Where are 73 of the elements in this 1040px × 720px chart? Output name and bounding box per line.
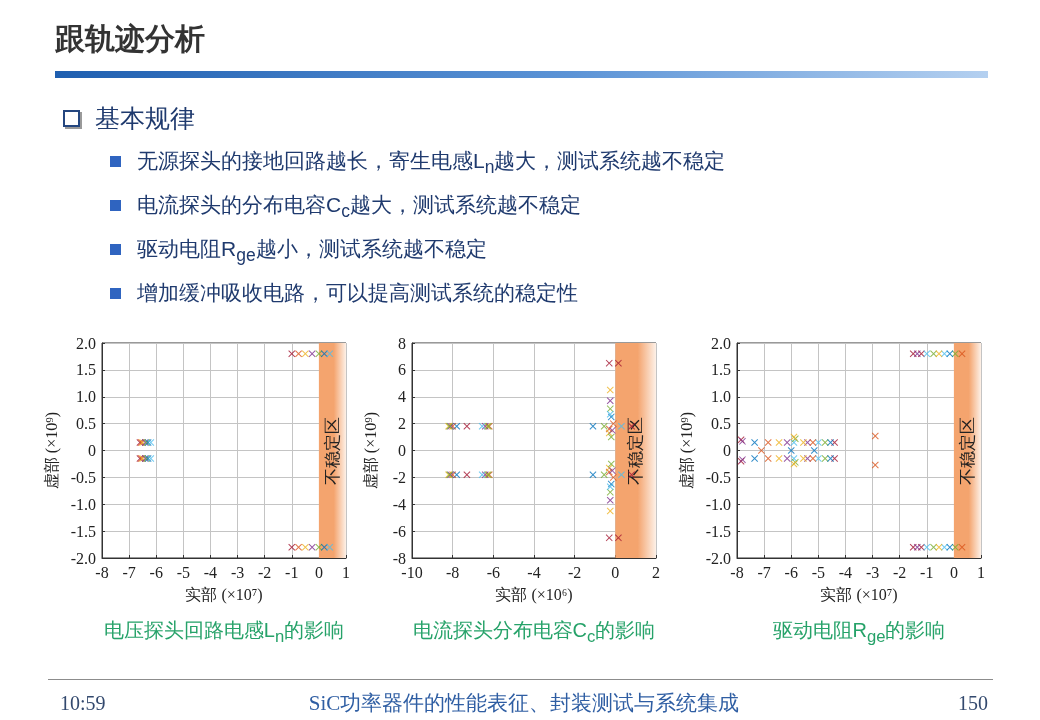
x-tick-label: -1 xyxy=(920,563,934,581)
y-tick-label: -1.5 xyxy=(705,522,731,540)
y-axis-title: 虚部 (×10⁹) xyxy=(678,411,697,490)
x-tick-label: 0 xyxy=(949,563,958,581)
x-tick-label: -8 xyxy=(730,563,744,581)
y-tick-label: 4 xyxy=(398,388,406,406)
band-label: 不稳定区 xyxy=(957,416,977,485)
x-tick-label: -1 xyxy=(285,563,299,581)
x-tick-label: -3 xyxy=(865,563,880,581)
y-tick-label: 6 xyxy=(398,361,406,379)
text: 150 xyxy=(958,691,988,716)
y-tick-label: 2 xyxy=(398,415,406,433)
y-tick-label: 1.5 xyxy=(711,361,731,379)
text: 10:59 xyxy=(60,691,106,716)
x-tick-label: -5 xyxy=(811,563,825,581)
x-tick-label: -2 xyxy=(568,563,582,581)
x-tick-label: -5 xyxy=(176,563,190,581)
y-tick-label: 1.0 xyxy=(76,388,96,406)
x-tick-label: -6 xyxy=(149,563,163,581)
y-tick-label: -1.5 xyxy=(70,522,96,540)
y-tick-label: -2.0 xyxy=(70,549,96,567)
y-tick-label: -4 xyxy=(392,495,406,513)
text: SiC功率器件的性能表征、封装测试与系统集成 xyxy=(308,690,740,716)
text: 基本规律 xyxy=(95,103,195,134)
y-tick-label: 1.5 xyxy=(76,361,96,379)
y-tick-label: 2.0 xyxy=(711,334,731,352)
x-tick-label: -6 xyxy=(486,563,500,581)
x-tick-label: 1 xyxy=(977,563,985,581)
y-axis-title: 虚部 (×10⁹) xyxy=(43,411,62,490)
y-tick-label: 0 xyxy=(398,442,406,459)
y-tick-label: 1.0 xyxy=(711,388,731,406)
x-tick-label: -4 xyxy=(203,563,218,581)
x-tick-label: -4 xyxy=(838,563,853,581)
x-tick-label: -7 xyxy=(122,563,136,581)
band-label: 不稳定区 xyxy=(322,416,342,485)
y-tick-label: 0.5 xyxy=(711,415,731,433)
x-tick-label: -6 xyxy=(784,563,798,581)
x-tick-label: -8 xyxy=(446,563,460,581)
text: 驱动电阻R$_{ge}$越小，测试系统越不稳定 xyxy=(137,236,487,268)
x-axis-title: 实部 (×10⁷) xyxy=(820,585,898,604)
y-tick-label: 0.5 xyxy=(76,415,96,433)
text: 无源探头的接地回路越长，寄生电感L$_{n}$越大，测试系统越不稳定 xyxy=(137,148,726,180)
text: 电压探头回路电感L$_{n}$的影响 xyxy=(102,618,346,648)
x-axis-title: 实部 (×10⁶) xyxy=(495,585,573,604)
band-label: 不稳定区 xyxy=(626,416,646,485)
text: 跟轨迹分析 xyxy=(55,21,205,57)
x-tick-label: -8 xyxy=(95,563,109,581)
y-tick-label: 0 xyxy=(88,442,96,459)
y-tick-label: 8 xyxy=(398,334,406,352)
y-axis-title: 虚部 (×10⁹) xyxy=(361,411,380,490)
x-tick-label: -2 xyxy=(893,563,907,581)
x-axis-title: 实部 (×10⁷) xyxy=(185,585,263,604)
y-tick-label: 0 xyxy=(723,442,731,459)
text: 增加缓冲吸收电路，可以提高测试系统的稳定性 xyxy=(137,280,578,306)
x-tick-label: -2 xyxy=(258,563,272,581)
x-tick-label: 0 xyxy=(314,563,323,581)
text: 驱动电阻R$_{ge}$的影响 xyxy=(771,618,947,648)
y-tick-label: -2 xyxy=(392,468,406,486)
y-tick-label: -0.5 xyxy=(70,468,96,486)
text: 电流探头的分布电容C$_{c}$越大，测试系统越不稳定 xyxy=(137,192,581,224)
text: 电流探头分布电容C$_{c}$的影响 xyxy=(411,618,657,648)
x-tick-label: 0 xyxy=(611,563,620,581)
y-tick-label: -6 xyxy=(392,522,406,540)
y-tick-label: -2.0 xyxy=(705,549,731,567)
y-tick-label: -0.5 xyxy=(705,468,731,486)
y-tick-label: 2.0 xyxy=(76,334,96,352)
x-tick-label: 2 xyxy=(652,563,660,581)
y-tick-label: -1.0 xyxy=(70,495,96,513)
y-tick-label: -1.0 xyxy=(705,495,731,513)
x-tick-label: 1 xyxy=(342,563,350,581)
x-tick-label: -3 xyxy=(230,563,245,581)
x-tick-label: -7 xyxy=(757,563,771,581)
x-tick-label: -4 xyxy=(527,563,541,581)
